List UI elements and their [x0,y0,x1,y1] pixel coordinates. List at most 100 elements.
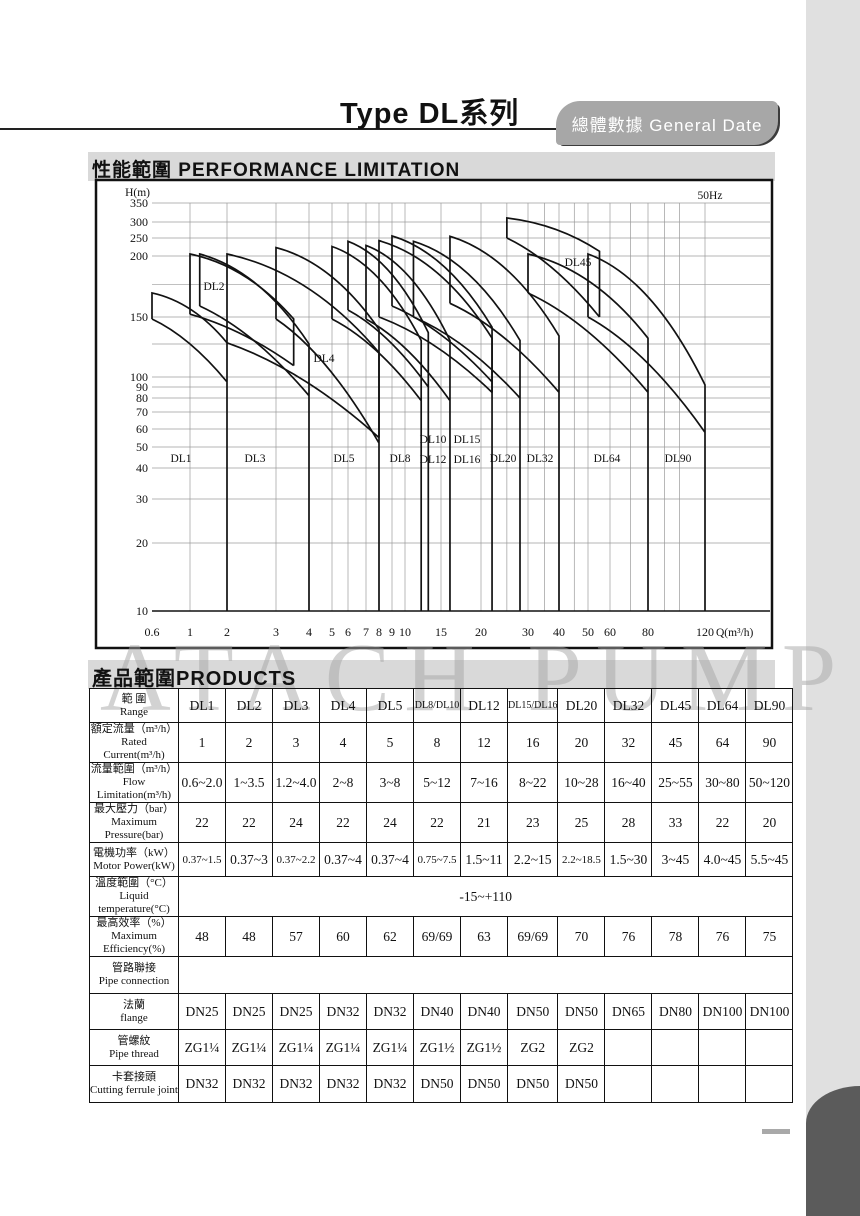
value-cell: 22 [319,802,367,843]
value-cell: 1.5~30 [604,842,653,877]
margin-mark [762,1129,790,1134]
chart-text: 90 [136,380,148,394]
chart-text: 10 [136,604,148,618]
value-cell: 22 [413,802,461,843]
value-cell [745,1065,794,1103]
envelope-DL64 [527,252,649,611]
value-cell: 2 [225,722,273,763]
envelope-DL16 [391,234,493,611]
curve-label-DL45: DL45 [565,257,592,269]
value-cell: DN25 [178,993,226,1030]
value-cell [698,1065,747,1103]
curve-label-DL90: DL90 [665,453,692,465]
column-header-DL20: DL20 [557,688,606,723]
value-cell: 8 [413,722,461,763]
table-header-row: 範 圍 Range DL1 DL2 DL3 DL4 DL5 DL8/DL10 DL12 DL15/… [89,688,794,723]
value-cell: 3~45 [651,842,700,877]
value-cell: DN40 [413,993,461,1030]
table-row: 溫度範圍（°C） Liquid temperature(°C) -15~+110 [89,876,794,917]
chart-text: 100 [130,370,148,384]
header-rule [0,128,556,130]
column-header-DL12: DL12 [460,688,508,723]
range-header-cell: 範 圍 Range [89,688,179,723]
page-edge-bar [806,0,860,1216]
value-cell: 20 [745,802,794,843]
curve-label-DL16: DL16 [454,454,481,466]
value-cell: DN65 [604,993,653,1030]
value-cell: 63 [460,916,508,957]
column-header-DL8/DL10: DL8/DL10 [413,688,461,723]
value-cell [745,1029,794,1066]
performance-section-bar [88,152,775,181]
value-cell: 24 [366,802,414,843]
value-cell: 7~16 [460,762,508,803]
value-cell [651,1065,700,1103]
value-cell: 32 [604,722,653,763]
value-cell: 0.37~1.5 [178,842,226,877]
value-cell: 0.75~7.5 [413,842,461,877]
value-cell: 1~3.5 [225,762,273,803]
chart-text: 80 [136,391,148,405]
chart-text: 300 [130,215,148,229]
column-header-DL2: DL2 [225,688,273,723]
value-cell: 16~40 [604,762,653,803]
value-cell: 48 [225,916,273,957]
value-cell: DN40 [460,993,508,1030]
value-cell: ZG2 [557,1029,606,1066]
table-row: 管路聯接 Pipe connection [89,956,794,994]
pump-envelopes [151,217,706,611]
value-cell: 0.37~4 [366,842,414,877]
row-label: 電機功率（kW） Motor Power(kW) [89,842,179,877]
products-table: 範 圍 Range DL1 DL2 DL3 DL4 DL5 DL8/DL10 DL12 DL15/… [89,688,794,1103]
value-cell: 60 [319,916,367,957]
curve-label-DL3: DL3 [244,453,265,465]
value-cell: 1 [178,722,226,763]
page-edge-bar-dark-tab [806,1086,860,1216]
value-cell: ZG1½ [413,1029,461,1066]
value-cell: 1.2~4.0 [272,762,320,803]
value-cell: DN50 [506,1065,559,1103]
value-cell [651,1029,700,1066]
column-header-DL45: DL45 [651,688,700,723]
envelope-DL3 [198,252,310,611]
products-section-bar [88,660,775,689]
chart-text: 250 [130,231,148,245]
value-cell: 48 [178,916,226,957]
value-cell: DN100 [698,993,747,1030]
curve-label-DL12: DL12 [420,454,447,466]
value-cell: ZG1½ [460,1029,508,1066]
envelope-DL2 [189,252,295,367]
value-cell: DN100 [745,993,794,1030]
envelope-DL12 [365,244,451,611]
chart-text: 6 [345,625,351,639]
value-cell: 45 [651,722,700,763]
curve-label-DL20: DL20 [490,453,517,465]
y-axis-title: H(m) [125,187,150,199]
value-cell: ZG1¼ [319,1029,367,1066]
value-cell: 16 [506,722,559,763]
value-cell: ZG1¼ [225,1029,273,1066]
chart-text: 5 [329,625,335,639]
value-cell: DN80 [651,993,700,1030]
chart-text: 8 [376,625,382,639]
value-cell: 22 [698,802,747,843]
products-section-title: 產品範圍PRODUCTS [92,668,297,690]
merged-value-cell: -15~+110 [177,876,794,917]
envelope-DL10 [347,240,430,611]
chart-frame [94,178,774,650]
curve-label-DL4: DL4 [313,353,334,365]
chart-text: 9 [389,625,395,639]
value-cell: 0.6~2.0 [178,762,226,803]
table-row: 卡套接頭 Cutting ferrule joint DN32 DN32 DN32 DN3… [89,1065,794,1103]
value-cell: ZG2 [506,1029,559,1066]
table-row: 最大壓力（bar） Maximum Pressure(bar) 22 22 24 22 24… [89,802,794,843]
curve-label-DL8: DL8 [389,453,410,465]
value-cell: 76 [698,916,747,957]
table-row: 管螺紋 Pipe thread ZG1¼ ZG1¼ ZG1¼ ZG1¼ ZG1¼ ZG1½ ZG… [89,1029,794,1066]
chart-text: 80 [642,625,654,639]
value-cell: 23 [506,802,559,843]
value-cell [604,1065,653,1103]
value-cell: 33 [651,802,700,843]
curve-label-DL2: DL2 [203,281,224,293]
